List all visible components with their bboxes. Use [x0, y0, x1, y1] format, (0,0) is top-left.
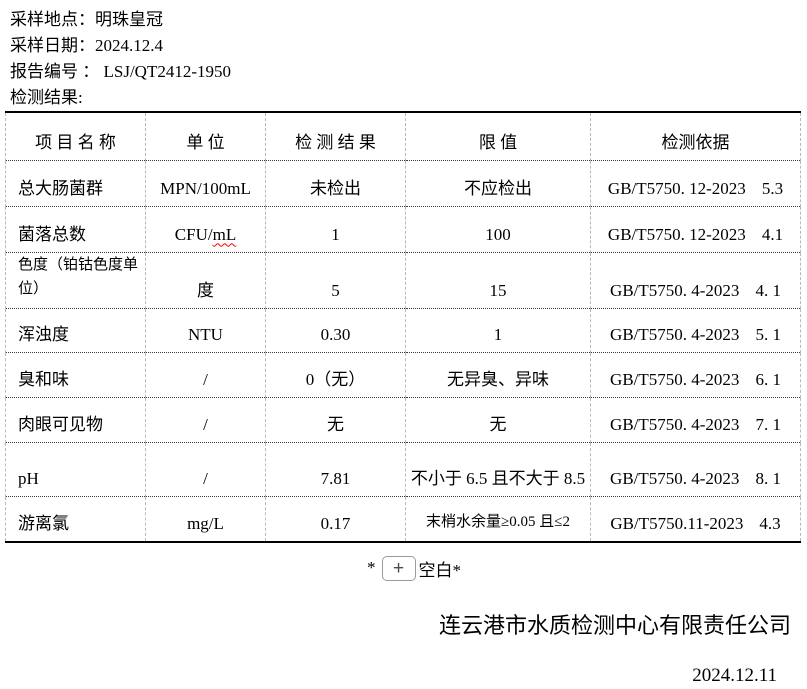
basis-clause: 7. 1 [755, 414, 781, 434]
basis-standard: GB/T5750. 12-2023 [607, 178, 746, 198]
basis-clause: 4. 1 [755, 280, 781, 300]
cell-unit: CFU/mL [145, 206, 266, 253]
cell-basis: GB/T5750. 4-2023 4. 1 [590, 252, 801, 309]
basis-clause: 5. 1 [755, 324, 781, 344]
cell-limit: 100 [405, 206, 591, 253]
table-header-row: 项 目 名 称 单 位 检 测 结 果 限 值 检测依据 [5, 112, 801, 161]
company-name: 连云港市水质检测中心有限责任公司 [438, 613, 791, 638]
expand-plus-button[interactable]: + [381, 555, 416, 581]
column-header-basis: 检测依据 [590, 112, 801, 161]
basis-standard: GB/T5750. 4-2023 [610, 324, 740, 344]
unit-text: CFU/ [174, 224, 213, 244]
column-header-item-name: 项 目 名 称 [5, 112, 146, 161]
cell-item-name: 浑浊度 [5, 308, 146, 353]
results-table: 项 目 名 称 单 位 检 测 结 果 限 值 检测依据 总大肠菌群 MPN/1… [5, 111, 801, 543]
blank-marker-suffix: 空白* [418, 560, 462, 580]
cell-unit: NTU [145, 308, 266, 353]
cell-basis: GB/T5750. 4-2023 5. 1 [590, 308, 801, 353]
cell-basis: GB/T5750. 4-2023 6. 1 [590, 352, 801, 398]
cell-item-name: 肉眼可见物 [5, 397, 146, 443]
sampling-date-line: 采样日期：2024.12.4 [10, 36, 163, 55]
basis-clause: 8. 1 [755, 468, 781, 488]
table-row: 总大肠菌群 MPN/100mL 未检出 不应检出 GB/T5750. 12-20… [5, 160, 801, 207]
cell-result: 1 [265, 206, 406, 253]
report-date: 2024.12.11 [692, 665, 777, 686]
cell-result: 5 [265, 252, 406, 309]
table-row: 肉眼可见物 / 无 无 GB/T5750. 4-2023 7. 1 [5, 397, 801, 443]
report-info: 采样地点：明珠皇冠 采样日期：2024.12.4 报告编号 ： LSJ/QT24… [0, 0, 807, 111]
table-row: 游离氯 mg/L 0.17 末梢水余量≥0.05 且≤2 GB/T5750.11… [5, 496, 801, 543]
table-row: pH / 7.81 不小于 6.5 且不大于 8.5 GB/T5750. 4-2… [5, 442, 801, 497]
cell-basis: GB/T5750. 12-2023 5.3 [590, 160, 801, 207]
basis-standard: GB/T5750. 4-2023 [610, 414, 740, 434]
cell-item-name: 臭和味 [5, 352, 146, 398]
cell-result: 未检出 [265, 160, 406, 207]
cell-limit: 15 [405, 252, 591, 309]
cell-limit: 末梢水余量≥0.05 且≤2 [405, 496, 591, 543]
unit-spellcheck-text: mL [212, 224, 237, 244]
cell-unit: MPN/100mL [145, 160, 266, 207]
cell-limit: 不小于 6.5 且不大于 8.5 [405, 442, 591, 497]
cell-limit: 不应检出 [405, 160, 591, 207]
cell-limit: 无异臭、异味 [405, 352, 591, 398]
cell-unit: 度 [145, 252, 266, 309]
basis-clause: 6. 1 [755, 369, 781, 389]
table-row: 臭和味 / 0（无） 无异臭、异味 GB/T5750. 4-2023 6. 1 [5, 352, 801, 398]
plus-icon: + [392, 557, 405, 579]
cell-item-name: 菌落总数 [5, 206, 146, 253]
table-row: 浑浊度 NTU 0.30 1 GB/T5750. 4-2023 5. 1 [5, 308, 801, 353]
cell-basis: GB/T5750. 12-2023 4.1 [590, 206, 801, 253]
table-row: 色度（铂钴色度单位） 度 5 15 GB/T5750. 4-2023 4. 1 [5, 252, 801, 309]
column-header-limit: 限 值 [405, 112, 591, 161]
cell-limit: 无 [405, 397, 591, 443]
basis-standard: GB/T5750. 4-2023 [610, 280, 740, 300]
cell-item-name: pH [5, 442, 146, 497]
cell-unit: / [145, 397, 266, 443]
basis-clause: 5.3 [761, 178, 784, 198]
cell-unit: mg/L [145, 496, 266, 543]
cell-item-name: 总大肠菌群 [5, 160, 146, 207]
cell-basis: GB/T5750. 4-2023 8. 1 [590, 442, 801, 497]
results-label-line: 检测结果: [10, 88, 83, 107]
report-number-line: 报告编号 ： LSJ/QT2412-1950 [10, 62, 231, 81]
cell-unit: / [145, 442, 266, 497]
column-header-result: 检 测 结 果 [265, 112, 406, 161]
cell-basis: GB/T5750. 4-2023 7. 1 [590, 397, 801, 443]
cell-item-name: 色度（铂钴色度单位） [5, 252, 146, 309]
blank-marker-prefix: * [367, 558, 376, 577]
cell-result: 0（无） [265, 352, 406, 398]
blank-marker: * + 空白* [367, 552, 807, 584]
basis-standard: GB/T5750. 4-2023 [610, 468, 740, 488]
cell-basis: GB/T5750.11-2023 4.3 [590, 496, 801, 543]
cell-result: 无 [265, 397, 406, 443]
sampling-location-line: 采样地点：明珠皇冠 [10, 10, 163, 29]
cell-result: 7.81 [265, 442, 406, 497]
basis-standard: GB/T5750.11-2023 [610, 514, 744, 533]
cell-item-name: 游离氯 [5, 496, 146, 543]
basis-standard: GB/T5750. 4-2023 [610, 369, 740, 389]
cell-result: 0.17 [265, 496, 406, 543]
cell-unit: / [145, 352, 266, 398]
column-header-unit: 单 位 [145, 112, 266, 161]
basis-clause: 4.1 [761, 224, 784, 244]
basis-clause: 4.3 [759, 514, 781, 533]
basis-standard: GB/T5750. 12-2023 [607, 224, 746, 244]
table-row: 菌落总数 CFU/mL 1 100 GB/T5750. 12-2023 4.1 [5, 206, 801, 253]
cell-result: 0.30 [265, 308, 406, 353]
cell-limit: 1 [405, 308, 591, 353]
